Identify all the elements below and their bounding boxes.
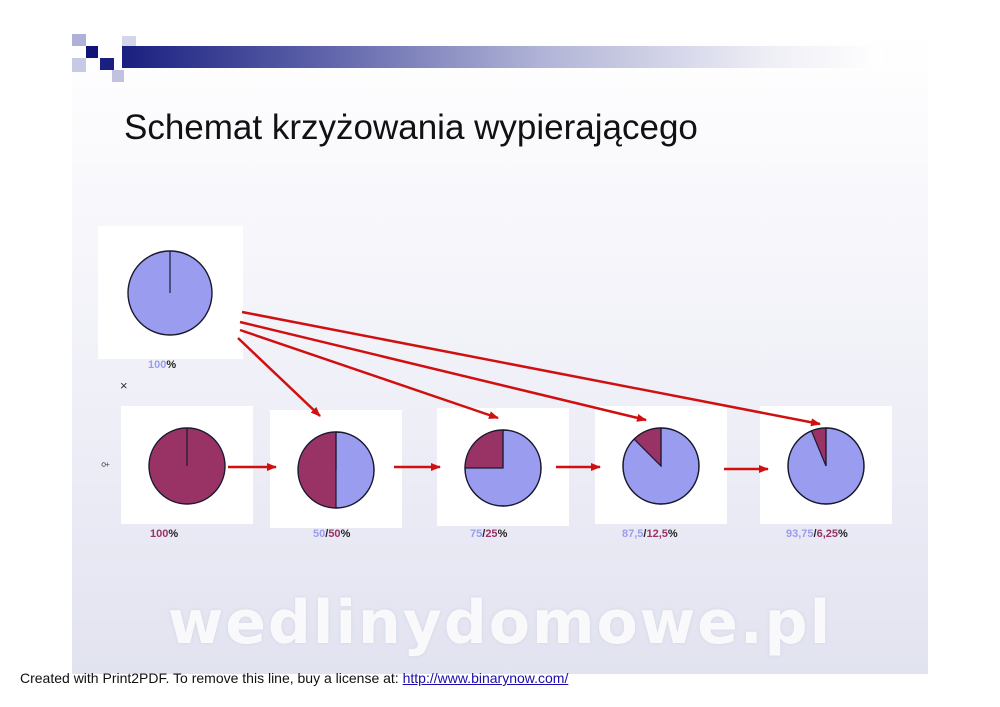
label-part: % <box>340 528 351 540</box>
footer-notice: Created with Print2PDF. To remove this l… <box>20 670 568 686</box>
label-part: % <box>497 528 508 540</box>
generation-pie-2-blue-slice <box>335 431 375 509</box>
top-pie-label: 100% <box>148 359 176 371</box>
generation-pie-3 <box>464 429 542 507</box>
cross-symbol: × <box>120 378 128 393</box>
label-part: / <box>813 528 817 540</box>
arrow-top-to-gen3 <box>239 328 499 420</box>
label-part: % <box>838 528 848 540</box>
arrow-top-to-gen5 <box>241 310 821 427</box>
top-pie-label-value: 100 <box>148 359 167 371</box>
generation-label-4: 87,5/12,5% <box>622 528 678 540</box>
footer-link[interactable]: http://www.binarynow.com/ <box>402 670 569 686</box>
footer-text: Created with Print2PDF. To remove this l… <box>20 670 403 686</box>
generation-pie-1 <box>148 427 226 505</box>
generation-label-5: 93,75/6,25% <box>786 528 848 540</box>
label-part: 93,75 <box>786 528 814 540</box>
header-gradient-bar <box>122 46 882 68</box>
generation-label-3: 75/25% <box>470 528 507 540</box>
label-part: / <box>643 528 647 540</box>
label-part: % <box>667 528 678 540</box>
generation-label-1: 100% <box>150 528 178 540</box>
female-symbol: ♀ <box>97 458 115 471</box>
top-pie <box>127 250 213 336</box>
arrow-top-to-gen4 <box>239 320 647 422</box>
generation-label-2: 50/50% <box>313 528 350 540</box>
label-part: 12,5 <box>646 528 668 540</box>
label-part: 50 <box>328 528 341 540</box>
label-part: 6,25 <box>816 528 839 540</box>
label-part: 100 <box>150 528 169 540</box>
label-part: 87,5 <box>622 528 644 540</box>
watermark-text: wedlinydomowe.pl <box>167 588 833 658</box>
label-part: 50 <box>313 528 326 540</box>
label-part: 25 <box>485 528 498 540</box>
label-part: / <box>482 528 486 540</box>
generation-pie-2 <box>297 431 375 509</box>
top-pie-label-suffix: % <box>166 359 177 371</box>
slide-title: Schemat krzyżowania wypierającego <box>124 108 698 147</box>
generation-pie-4 <box>622 427 700 505</box>
header-decoration <box>72 34 142 84</box>
generation-pie-5 <box>787 427 865 505</box>
label-part: % <box>168 528 179 540</box>
label-part: 75 <box>470 528 483 540</box>
label-part: / <box>325 528 329 540</box>
arrow-top-to-gen2 <box>237 337 321 417</box>
